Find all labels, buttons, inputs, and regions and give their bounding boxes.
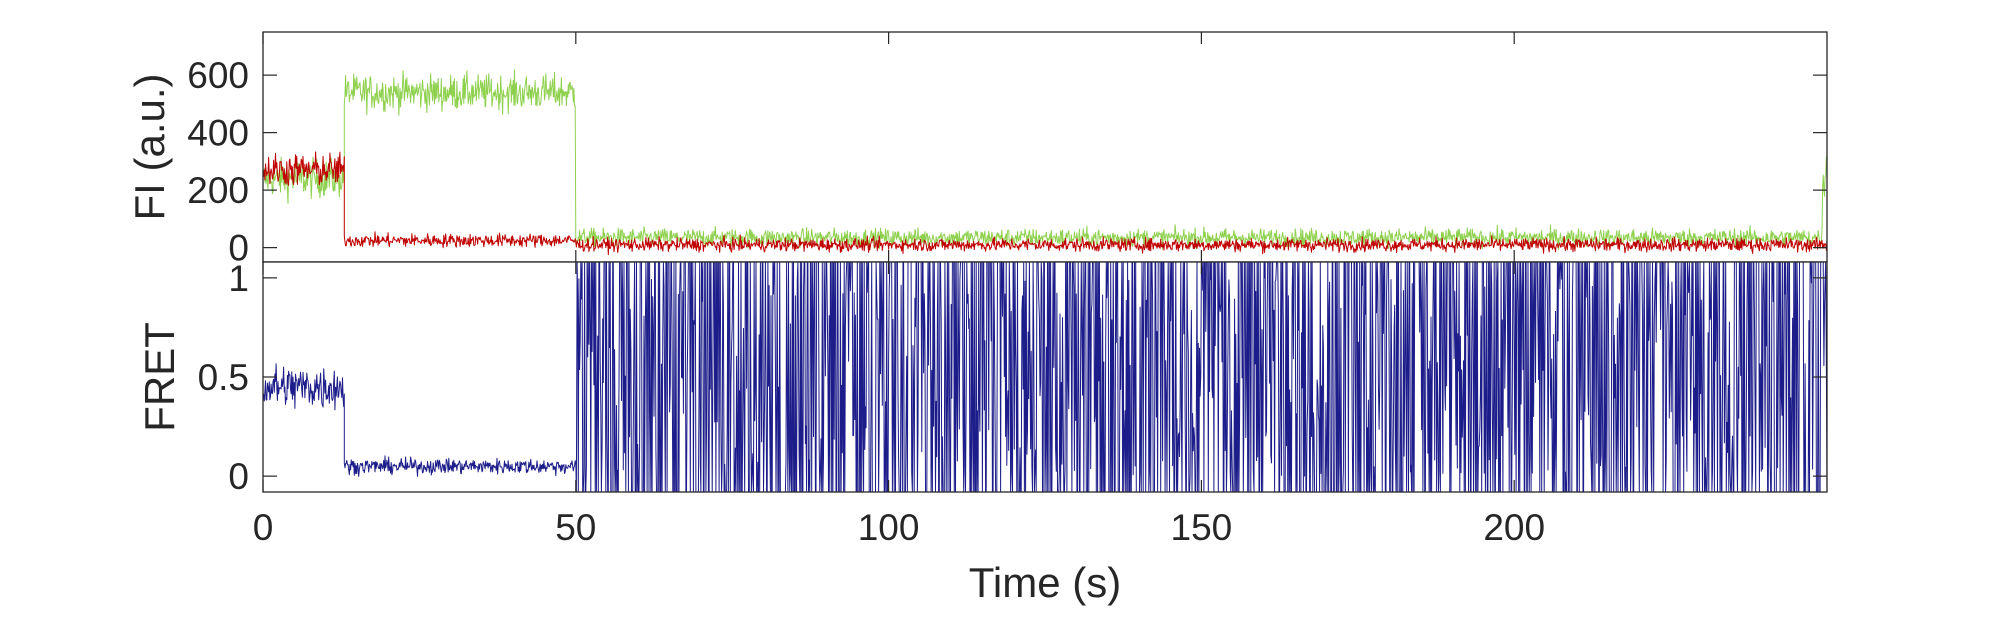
fluorescence-panel: 0 200 400 600 FI (a.u.) <box>126 31 1828 269</box>
fluorescence-y-ticks: 0 200 400 600 <box>187 55 1827 269</box>
y-tick-label-1-2: 1 <box>228 258 249 299</box>
fret-x-ticks: 0 50 100 150 200 <box>253 32 1545 548</box>
series-line-0-0 <box>263 69 1827 250</box>
y-tick-label-1-0: 0 <box>228 456 249 497</box>
y-tick-label-0-3: 600 <box>187 55 249 96</box>
x-tick-label-0: 0 <box>253 507 274 548</box>
x-tick-label-4: 200 <box>1483 507 1545 548</box>
fluorescence-traces <box>263 69 1827 256</box>
fret-panel: 00.51 0 50 100 150 200 FRET Time (s) <box>136 32 1828 606</box>
x-tick-label-3: 150 <box>1171 507 1233 548</box>
fret-y-axis-label: FRET <box>136 322 183 432</box>
time-x-axis-label: Time (s) <box>969 559 1121 606</box>
series-line-0-1 <box>263 151 1827 256</box>
series-line-1-0 <box>263 262 1827 492</box>
fluorescence-y-axis-label: FI (a.u.) <box>126 73 173 220</box>
y-tick-label-0-1: 200 <box>187 170 249 211</box>
fret-traces <box>263 262 1827 492</box>
x-tick-label-1: 50 <box>555 507 596 548</box>
fret-y-ticks: 00.51 <box>198 258 1827 497</box>
x-tick-label-2: 100 <box>858 507 920 548</box>
y-tick-label-0-2: 400 <box>187 113 249 154</box>
y-tick-label-0-0: 0 <box>228 228 249 269</box>
y-tick-label-1-1: 0.5 <box>198 357 249 398</box>
fluorescence-plot-area <box>263 32 1827 262</box>
